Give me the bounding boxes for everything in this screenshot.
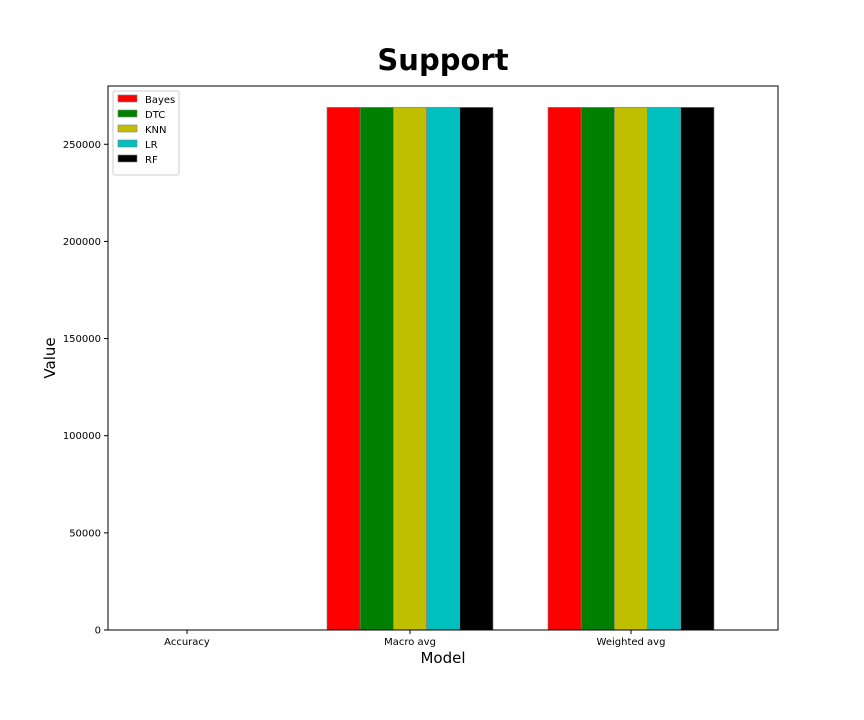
y-tick-label: 0 [95, 626, 101, 637]
bar-rf-weighted-avg [680, 107, 715, 631]
bar-lr-macro-avg [426, 107, 461, 631]
legend-label-dtc: DTC [145, 110, 165, 121]
legend-swatch-dtc [117, 109, 138, 118]
y-tick-label: 150000 [63, 334, 101, 345]
legend-label-rf: RF [145, 155, 158, 166]
bar-rf-macro-avg [459, 107, 494, 631]
y-tick-label: 50000 [69, 528, 101, 539]
bar-bayes-weighted-avg [547, 107, 582, 631]
x-axis-label: Model [420, 649, 465, 667]
y-tick-label: 100000 [63, 431, 101, 442]
legend-swatch-bayes [117, 94, 138, 103]
legend-label-lr: LR [145, 140, 158, 151]
x-axis: Accuracy Macro avg Weighted avg [164, 630, 665, 648]
chart-title: Support [377, 43, 508, 77]
y-axis-label: Value [41, 337, 59, 378]
bar-dtc-weighted-avg [580, 107, 615, 631]
legend-label-knn: KNN [145, 125, 167, 136]
legend-swatch-knn [117, 124, 138, 133]
legend-swatch-rf [117, 154, 138, 163]
y-axis: 0 50000 100000 150000 200000 250000 [63, 140, 108, 637]
legend-label-bayes: Bayes [145, 95, 175, 106]
y-tick-label: 200000 [63, 237, 101, 248]
bar-knn-macro-avg [393, 107, 427, 631]
bar-knn-weighted-avg [614, 107, 648, 631]
x-tick-label: Accuracy [164, 637, 210, 648]
legend-swatch-lr [117, 139, 138, 148]
bar-bayes-macro-avg [326, 107, 361, 631]
x-tick-label: Macro avg [384, 637, 436, 648]
legend: Bayes DTC KNN LR RF [112, 90, 180, 176]
x-tick-label: Weighted avg [597, 637, 666, 648]
bars-group [326, 107, 715, 631]
bar-dtc-macro-avg [359, 107, 394, 631]
plot-area-frame [107, 85, 779, 631]
bar-lr-weighted-avg [647, 107, 682, 631]
y-tick-label: 250000 [63, 140, 101, 151]
